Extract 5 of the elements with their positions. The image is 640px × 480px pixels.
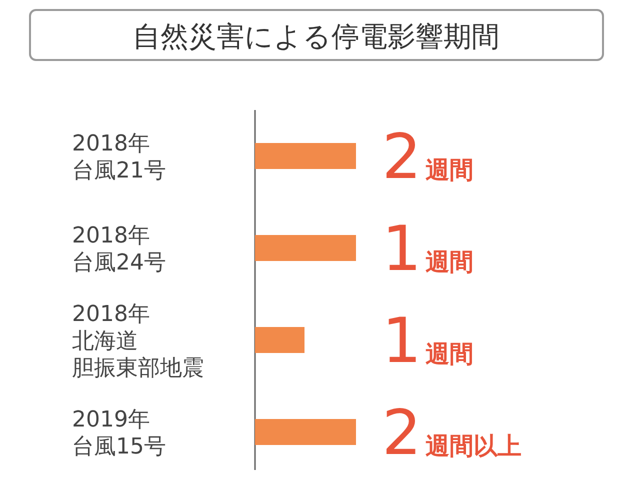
y-tick-label: 2018年台風24号 xyxy=(72,224,166,276)
y-tick-label: 2018年北海道胆振東部地震 xyxy=(72,302,204,381)
y-tick-label: 2019年台風15号 xyxy=(72,408,166,460)
y-tick-label: 2018年台風21号 xyxy=(72,132,166,184)
chart-title: 自然災害による停電影響期間 xyxy=(132,20,500,53)
